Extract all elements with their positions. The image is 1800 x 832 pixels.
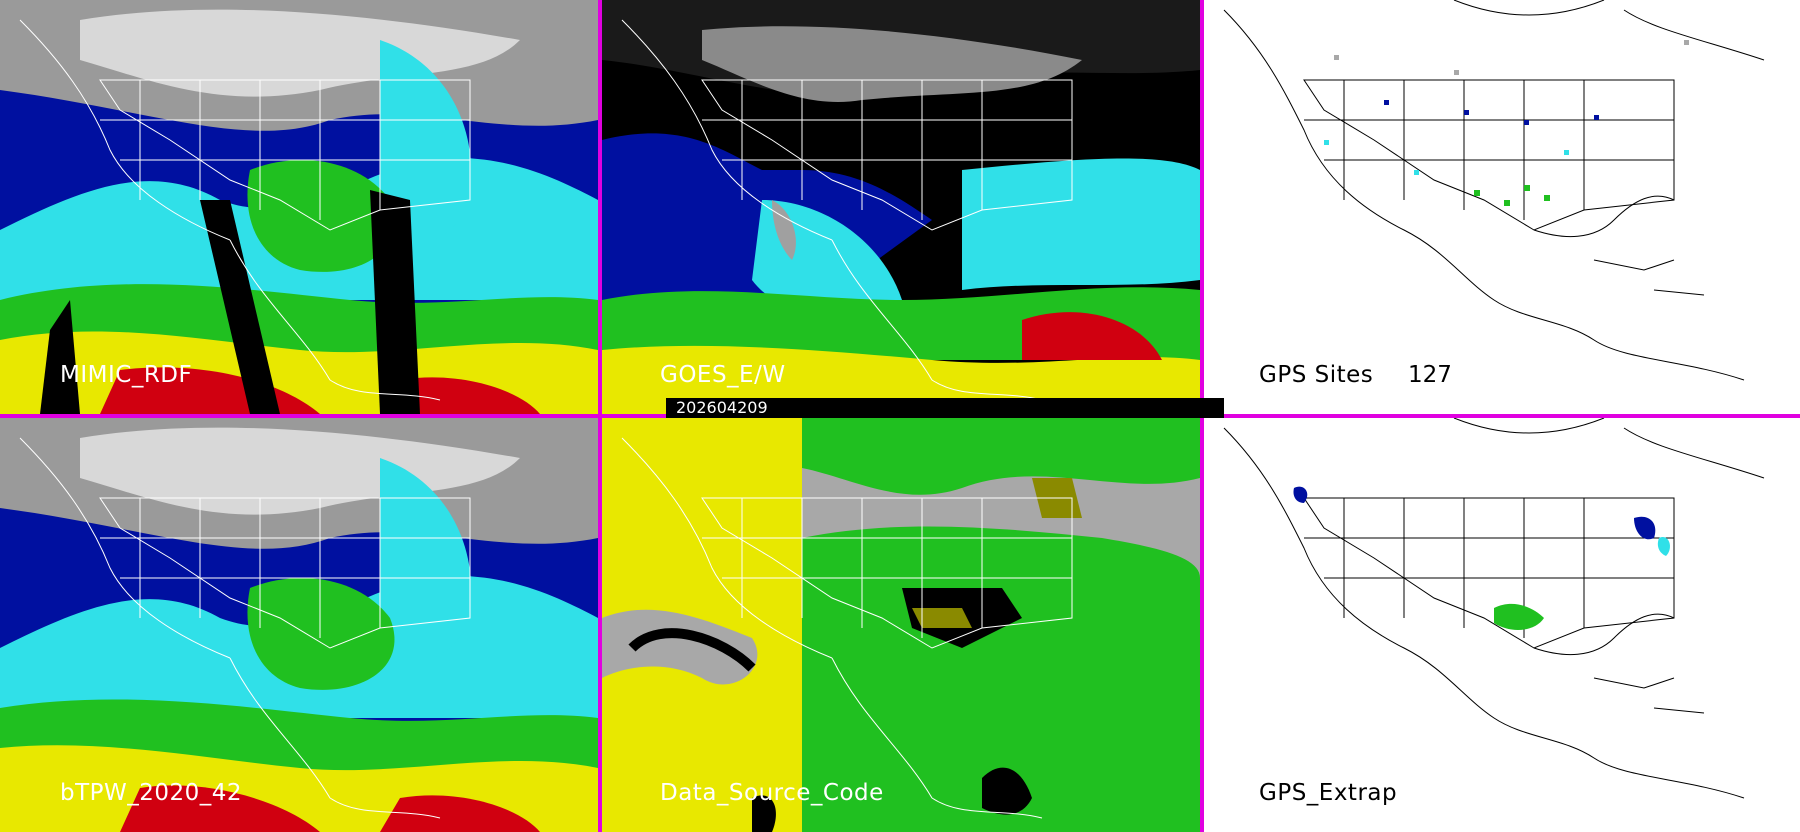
base-map bbox=[1223, 0, 1765, 381]
source-code-map bbox=[602, 418, 1200, 832]
panel-gps-extrap bbox=[1204, 418, 1800, 832]
panel-label: Data_Source_Code bbox=[660, 780, 884, 806]
moisture-map bbox=[0, 0, 598, 414]
site-count: 127 bbox=[1408, 362, 1452, 388]
extrap-region bbox=[1293, 486, 1308, 503]
panel-gps-sites bbox=[1204, 0, 1800, 414]
panel-label: GPS Sites bbox=[1259, 362, 1374, 388]
moisture-map bbox=[0, 418, 598, 832]
extrap-region bbox=[1634, 516, 1656, 540]
panel-label: MIMIC_RDF bbox=[60, 362, 193, 388]
moisture-map bbox=[602, 0, 1200, 414]
panel-label: GOES_E/W bbox=[660, 362, 786, 388]
panel-label: bTPW_2020_42 bbox=[60, 780, 243, 806]
panel-goes-ew bbox=[602, 0, 1200, 414]
panel-btpw bbox=[0, 418, 598, 832]
extrap-region bbox=[1494, 603, 1544, 630]
base-map bbox=[1223, 418, 1765, 799]
gps-site-markers bbox=[1324, 40, 1689, 206]
date-bar: 202604209 bbox=[666, 398, 1224, 418]
panel-data-source-code bbox=[602, 418, 1200, 832]
extrap-region bbox=[1657, 537, 1670, 556]
panel-mimic-rdf bbox=[0, 0, 598, 414]
panel-label: GPS_Extrap bbox=[1259, 780, 1398, 806]
